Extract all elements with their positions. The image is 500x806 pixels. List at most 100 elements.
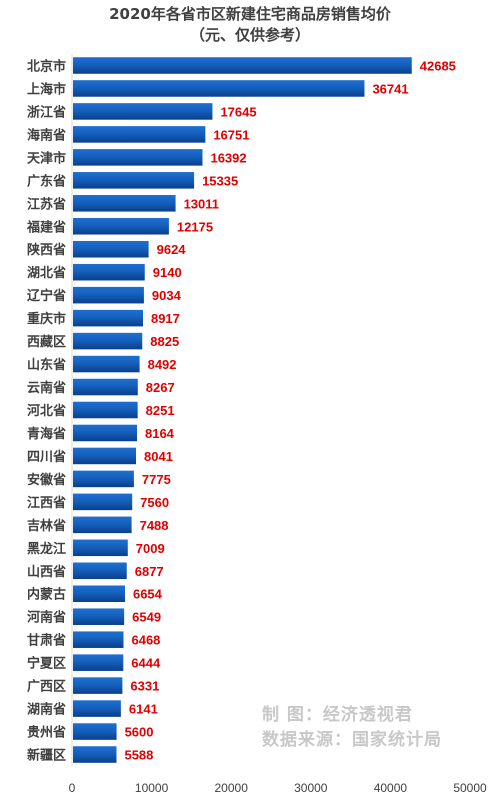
data-label: 16392 bbox=[210, 150, 246, 165]
category-label: 安徽省 bbox=[27, 472, 66, 488]
data-label: 13011 bbox=[184, 196, 219, 211]
bar bbox=[73, 80, 365, 97]
x-tick-label: 0 bbox=[69, 781, 76, 795]
bar bbox=[73, 286, 144, 304]
data-label: 7775 bbox=[142, 472, 171, 487]
bar bbox=[73, 378, 138, 396]
bar bbox=[73, 447, 137, 465]
category-label: 云南省 bbox=[27, 380, 66, 396]
bar bbox=[73, 470, 134, 488]
data-label: 8267 bbox=[146, 380, 175, 395]
category-label: 山东省 bbox=[27, 357, 66, 373]
category-label: 宁夏区 bbox=[27, 656, 66, 672]
category-label: 江苏省 bbox=[27, 196, 66, 212]
data-label: 8041 bbox=[144, 449, 173, 464]
bar bbox=[73, 401, 138, 419]
bar bbox=[73, 746, 117, 763]
category-label: 上海市 bbox=[27, 81, 66, 97]
category-label: 北京市 bbox=[27, 58, 66, 74]
category-label: 黑龙江 bbox=[27, 541, 66, 557]
bar bbox=[73, 654, 124, 671]
bar bbox=[73, 562, 127, 580]
bar bbox=[73, 585, 125, 603]
data-label: 6549 bbox=[132, 610, 161, 625]
data-label: 6654 bbox=[133, 587, 163, 602]
data-label: 6141 bbox=[129, 702, 158, 717]
category-label: 福建省 bbox=[26, 219, 66, 235]
category-label: 青海省 bbox=[27, 426, 66, 442]
category-label: 西藏区 bbox=[27, 334, 66, 350]
bar bbox=[73, 332, 143, 350]
chart-title-line2: （元、仅供参考） bbox=[189, 26, 310, 44]
category-label: 山西省 bbox=[27, 564, 66, 580]
x-tick-label: 20000 bbox=[215, 781, 249, 795]
category-label: 广西区 bbox=[27, 679, 66, 695]
bar bbox=[73, 309, 143, 327]
data-label: 7009 bbox=[136, 541, 165, 556]
data-label: 5600 bbox=[125, 725, 154, 740]
category-label: 湖北省 bbox=[27, 265, 66, 281]
bar bbox=[73, 103, 213, 120]
x-tick-label: 30000 bbox=[294, 781, 328, 795]
category-label: 海南省 bbox=[27, 127, 66, 143]
bar bbox=[73, 539, 128, 557]
data-label: 6877 bbox=[135, 564, 164, 579]
data-label: 36741 bbox=[372, 81, 408, 96]
data-label: 16751 bbox=[213, 127, 249, 142]
category-label: 甘肃省 bbox=[27, 633, 66, 649]
data-label: 7560 bbox=[140, 495, 169, 510]
x-tick-label: 10000 bbox=[135, 781, 169, 795]
x-tick-label: 50000 bbox=[453, 781, 487, 795]
bar bbox=[73, 723, 117, 740]
bar bbox=[73, 172, 195, 189]
data-label: 15335 bbox=[202, 173, 238, 188]
data-label: 6444 bbox=[131, 656, 161, 671]
category-label: 湖南省 bbox=[27, 702, 66, 718]
bar bbox=[73, 677, 123, 694]
category-label: 江西省 bbox=[27, 495, 66, 511]
data-label: 5588 bbox=[124, 748, 153, 763]
x-tick-label: 40000 bbox=[374, 781, 408, 795]
bar bbox=[73, 493, 133, 511]
category-label: 广东省 bbox=[27, 173, 66, 189]
data-label: 8917 bbox=[151, 311, 180, 326]
data-label: 8825 bbox=[150, 334, 179, 349]
bar bbox=[73, 516, 132, 534]
data-label: 9034 bbox=[152, 288, 182, 303]
category-label: 河北省 bbox=[27, 403, 66, 419]
category-label: 辽宁省 bbox=[27, 288, 66, 304]
category-label: 吉林省 bbox=[27, 518, 66, 534]
category-label: 浙江省 bbox=[27, 104, 66, 120]
bar bbox=[73, 355, 140, 373]
data-label: 9140 bbox=[153, 265, 182, 280]
bar bbox=[73, 631, 124, 648]
bar bbox=[73, 608, 125, 625]
bar bbox=[73, 263, 145, 281]
category-label: 重庆市 bbox=[27, 311, 66, 327]
category-label: 新疆区 bbox=[27, 748, 66, 764]
data-label: 42685 bbox=[420, 58, 456, 73]
bar bbox=[73, 126, 206, 143]
category-label: 陕西省 bbox=[27, 242, 66, 258]
category-label: 河南省 bbox=[27, 610, 66, 626]
data-label: 9624 bbox=[157, 242, 187, 257]
data-label: 6331 bbox=[130, 679, 159, 694]
bar bbox=[73, 195, 176, 212]
bar bbox=[73, 424, 137, 442]
bar bbox=[73, 240, 149, 258]
data-label: 6468 bbox=[131, 633, 160, 648]
data-label: 8164 bbox=[145, 426, 175, 441]
bar bbox=[73, 700, 121, 717]
data-label: 7488 bbox=[140, 518, 169, 533]
chart-title-line1: 2020年各省市区新建住宅商品房销售均价 bbox=[109, 5, 391, 23]
category-label: 天津市 bbox=[27, 150, 66, 166]
data-label: 17645 bbox=[220, 104, 256, 119]
category-label: 贵州省 bbox=[27, 725, 66, 741]
bar bbox=[73, 149, 203, 166]
watermark-source: 数据来源：国家统计局 bbox=[262, 730, 442, 750]
category-label: 内蒙古 bbox=[27, 587, 66, 603]
bar bbox=[73, 217, 169, 235]
watermark-author: 制 图：经济透视君 bbox=[262, 705, 413, 725]
category-label: 四川省 bbox=[27, 449, 66, 465]
